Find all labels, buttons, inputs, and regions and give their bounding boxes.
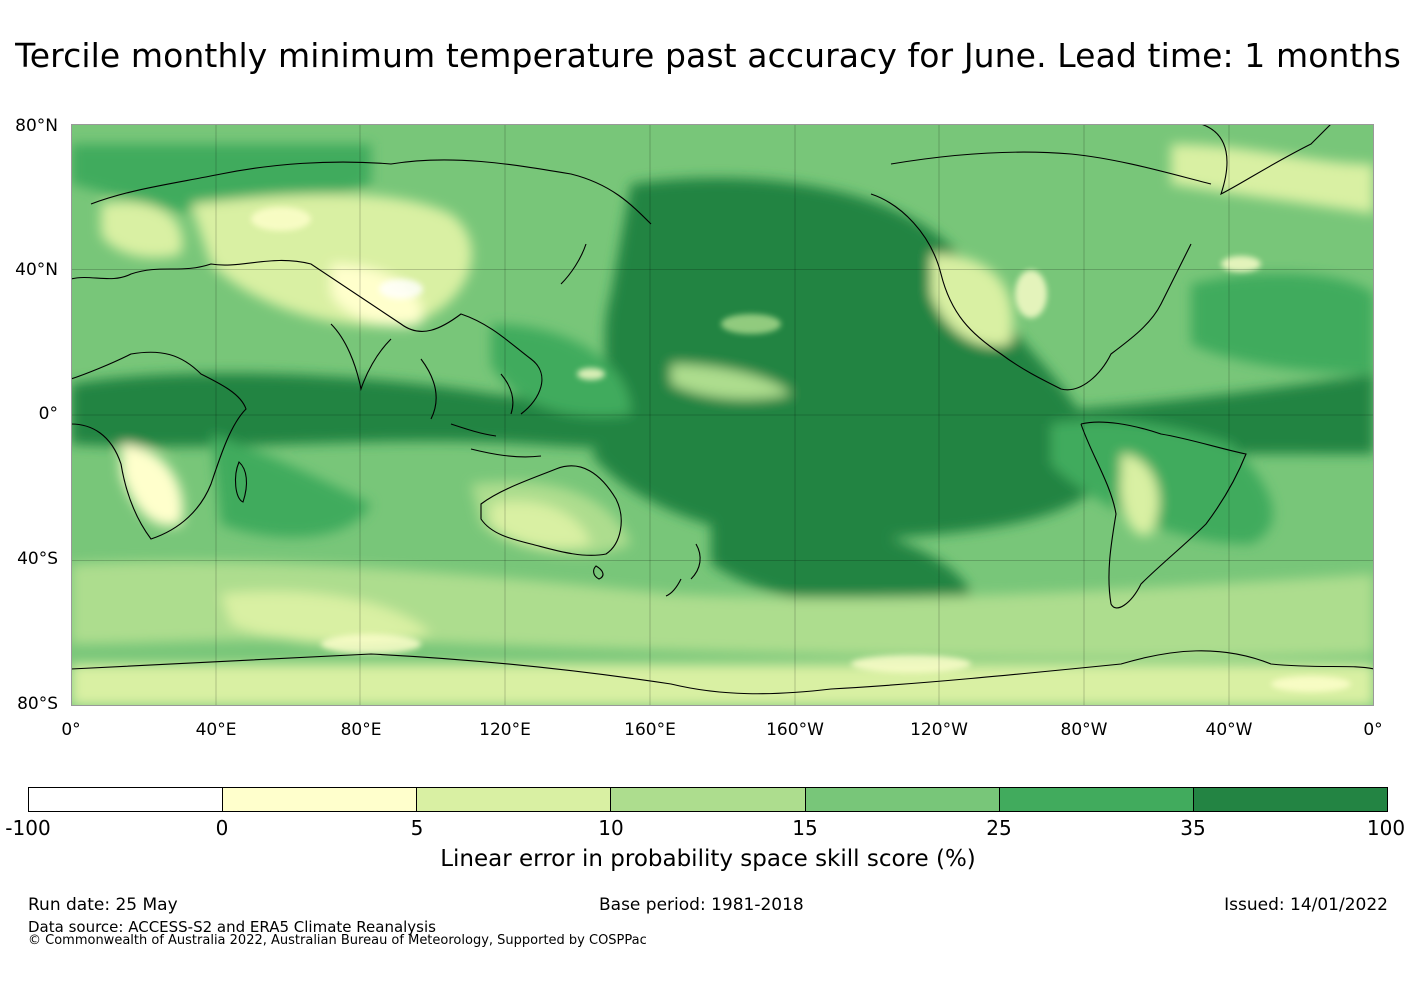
skill-map (71, 124, 1374, 706)
lon-label-0-right: 0° (1363, 720, 1383, 740)
lon-label-160w: 160°W (766, 720, 824, 740)
map-frame (71, 124, 1374, 706)
lon-label-80e: 80°E (340, 720, 382, 740)
colorbar-tick: 15 (792, 816, 818, 840)
lat-label-40s: 40°S (17, 549, 58, 569)
lon-label-40w: 40°W (1205, 720, 1253, 740)
lat-label-80n: 80°N (15, 116, 58, 136)
colorbar-segment (29, 788, 224, 811)
coastlines (71, 124, 1374, 695)
copyright-notice: © Commonwealth of Australia 2022, Austra… (28, 933, 647, 948)
lon-label-80w: 80°W (1060, 720, 1108, 740)
lon-label-40e: 40°E (195, 720, 237, 740)
colorbar-tick: 25 (986, 816, 1012, 840)
colorbar (28, 787, 1388, 812)
base-period: Base period: 1981-2018 (599, 895, 804, 915)
lon-label-0-left: 0° (61, 720, 81, 740)
lon-label-160e: 160°E (624, 720, 676, 740)
lon-label-120e: 120°E (479, 720, 531, 740)
colorbar-segment (417, 788, 612, 811)
colorbar-segment (611, 788, 806, 811)
lat-label-80s: 80°S (17, 694, 58, 714)
run-date: Run date: 25 May (28, 895, 178, 915)
lon-label-120w: 120°W (910, 720, 968, 740)
chart-title: Tercile monthly minimum temperature past… (15, 36, 1401, 75)
colorbar-tick: 10 (598, 816, 624, 840)
issued-date: Issued: 14/01/2022 (1224, 895, 1388, 915)
colorbar-tick: 35 (1180, 816, 1206, 840)
colorbar-tick: 5 (410, 816, 424, 840)
lat-label-40n: 40°N (15, 260, 58, 280)
colorbar-tick: 0 (215, 816, 229, 840)
skill-field-speckle (251, 207, 1351, 692)
colorbar-tick: -100 (5, 816, 51, 840)
lat-label-equator: 0° (38, 404, 58, 424)
colorbar-segment (1193, 788, 1387, 811)
map-canvas (71, 124, 1374, 706)
colorbar-segment (805, 788, 1000, 811)
data-source: Data source: ACCESS-S2 and ERA5 Climate … (28, 918, 436, 936)
colorbar-segment (223, 788, 418, 811)
graticule (71, 124, 1374, 706)
colorbar-tick: 100 (1366, 816, 1406, 840)
skill-field-patches (71, 144, 1374, 706)
colorbar-label: Linear error in probability space skill … (440, 846, 976, 872)
colorbar-segment (999, 788, 1194, 811)
